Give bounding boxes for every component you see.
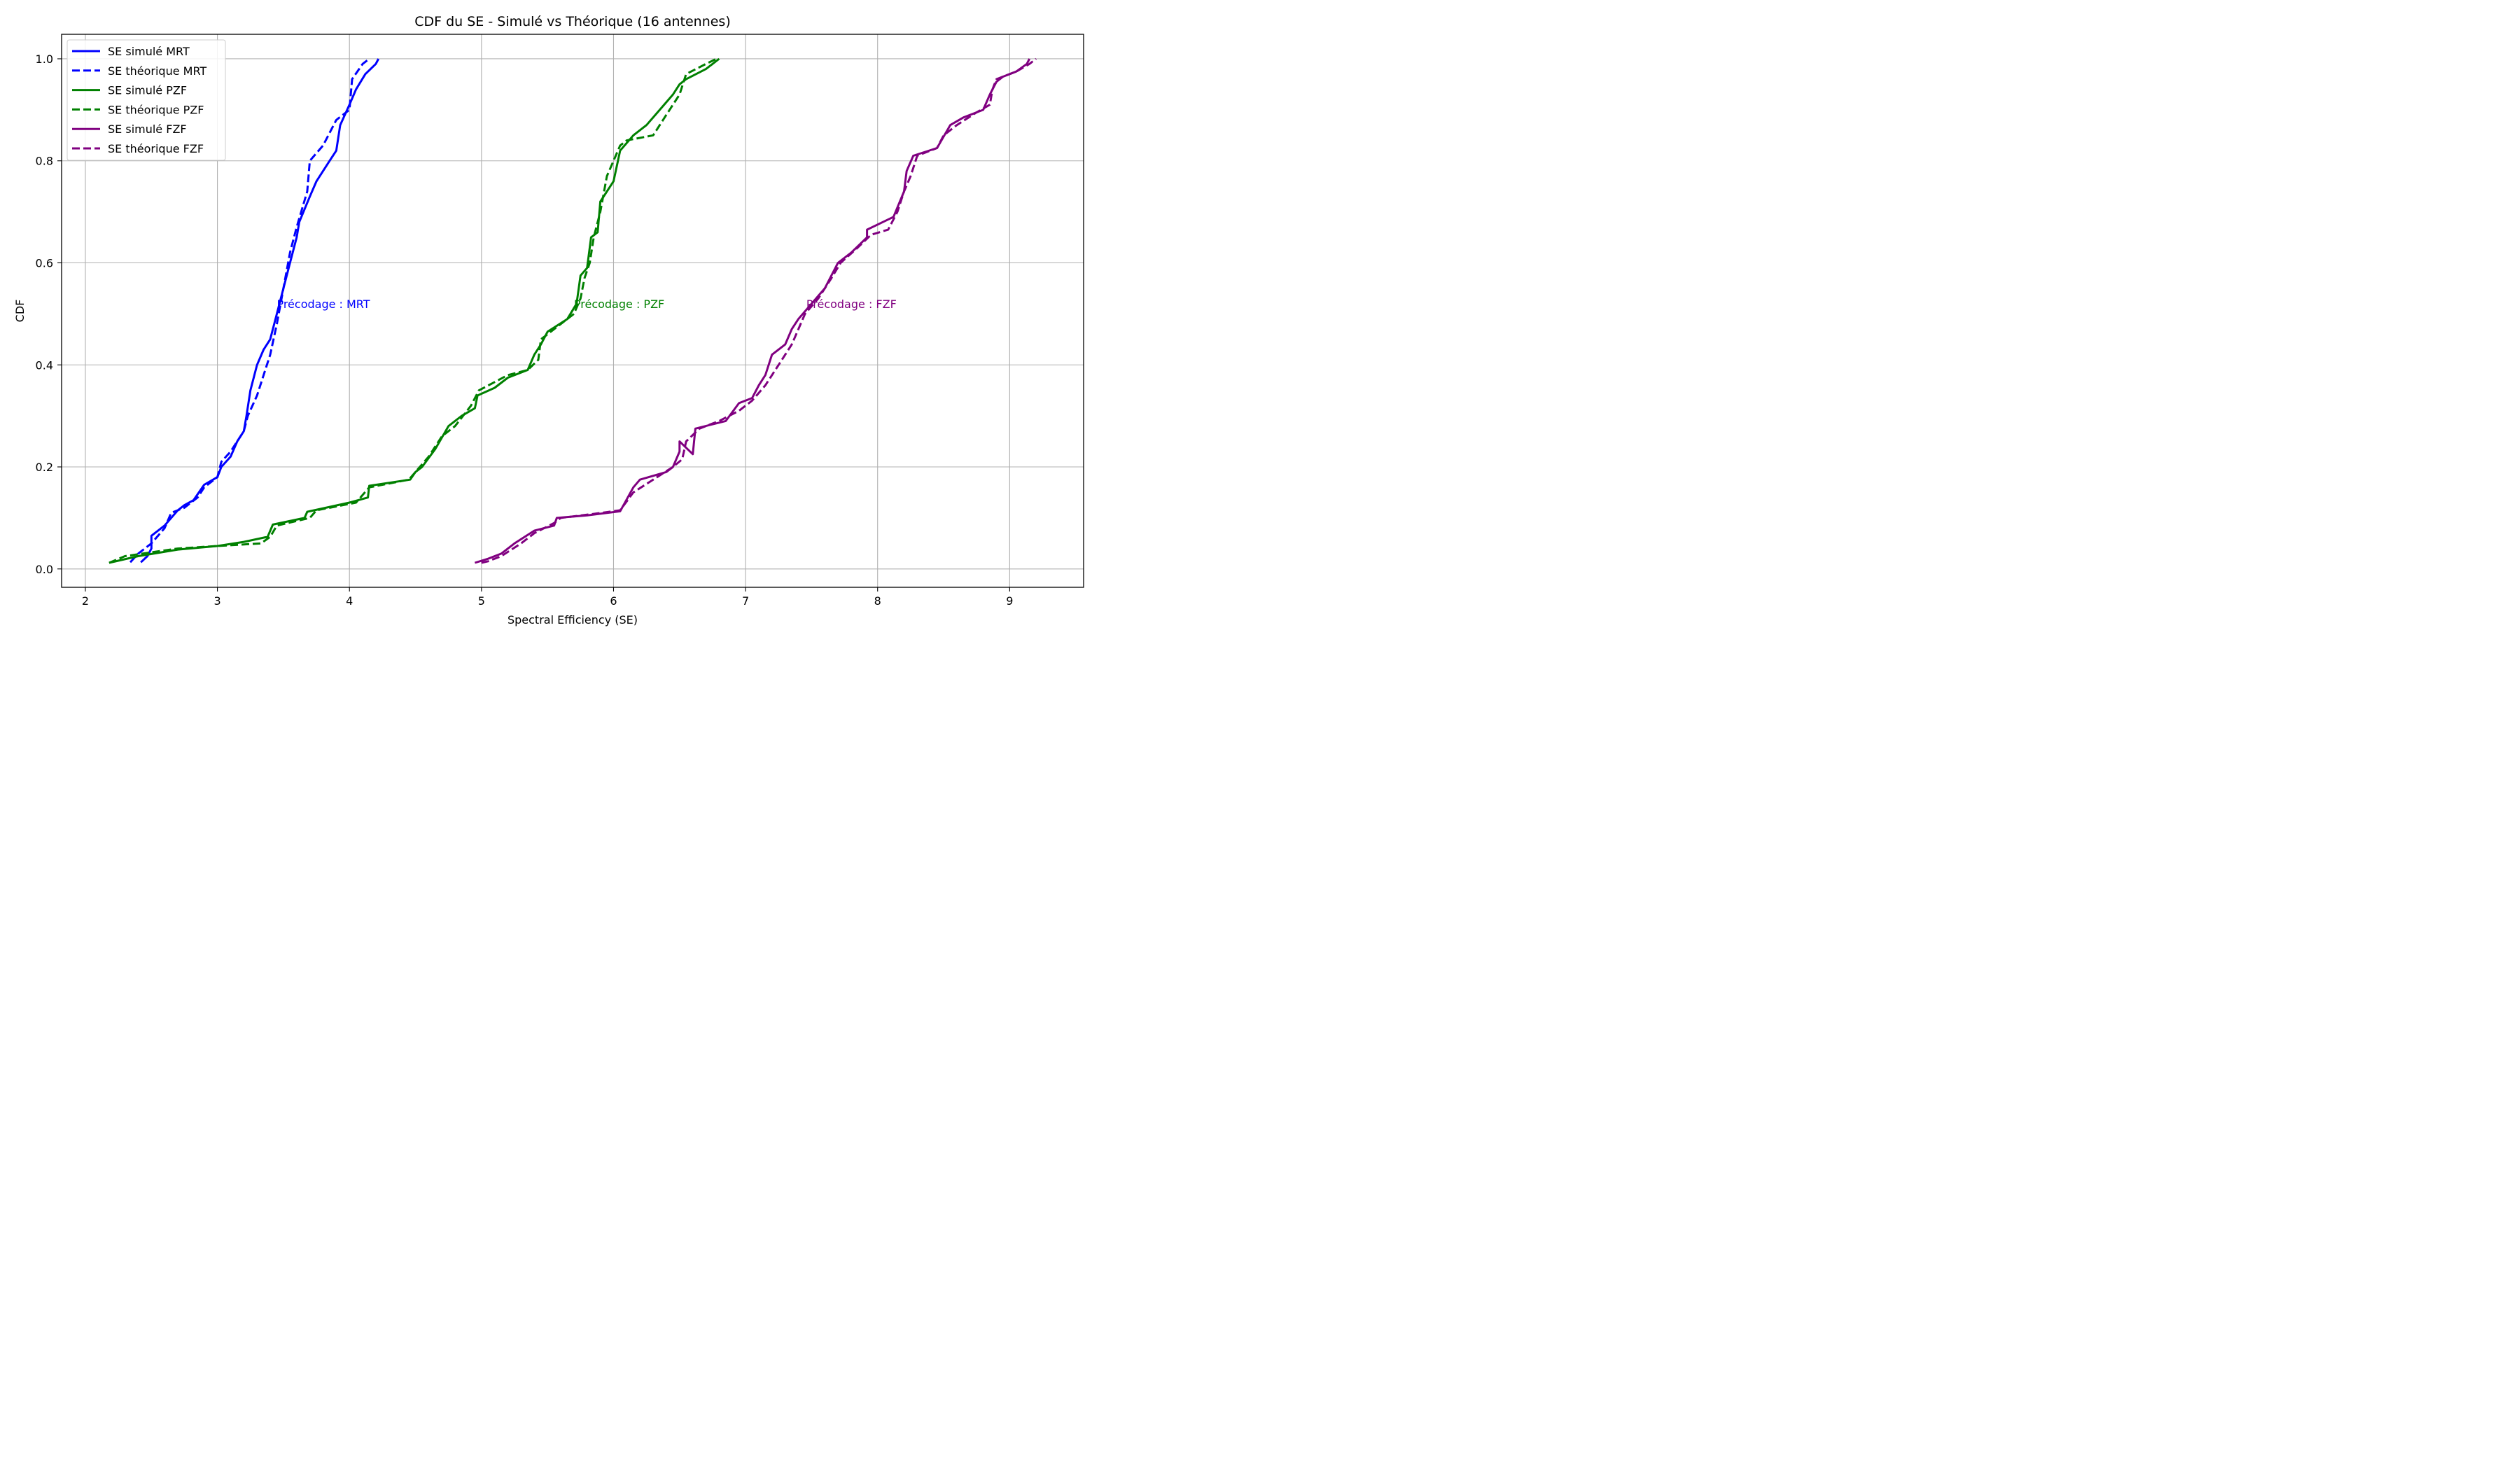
- chart-title: CDF du SE - Simulé vs Théorique (16 ante…: [414, 14, 731, 29]
- series-layer: [108, 57, 1037, 564]
- precoding-annotation: Précodage : PZF: [574, 298, 664, 311]
- legend-label: SE simulé PZF: [108, 84, 187, 97]
- annotations: Précodage : MRT Précodage : PZF Précodage …: [276, 298, 896, 311]
- y-tick-label: 0.2: [36, 461, 53, 474]
- legend-label: SE théorique FZF: [108, 142, 204, 155]
- x-tick-label: 3: [214, 594, 220, 608]
- precoding-annotation: Précodage : MRT: [276, 298, 370, 311]
- y-tick-label: 0.4: [36, 358, 53, 372]
- y-tick-label: 0.6: [36, 256, 53, 270]
- x-tick-label: 6: [610, 594, 617, 608]
- legend-label: SE simulé FZF: [108, 122, 187, 136]
- plot-area: [61, 34, 1084, 588]
- legend-label: SE simulé MRT: [108, 45, 190, 58]
- legend-box: [66, 39, 226, 161]
- x-tick-label: 7: [742, 594, 749, 608]
- x-tick-label: 9: [1006, 594, 1013, 608]
- legend-label: SE théorique MRT: [108, 64, 206, 78]
- x-tick-label: 8: [874, 594, 881, 608]
- legend-label: SE théorique PZF: [108, 103, 204, 116]
- cdf-chart: CDF du SE - Simulé vs Théorique (16 ante…: [0, 0, 1098, 640]
- precoding-annotation: Précodage : FZF: [806, 298, 897, 311]
- series-line-se-simul-mrt: [140, 58, 380, 564]
- y-tick-label: 1.0: [36, 52, 53, 66]
- y-tick-label: 0.0: [36, 563, 53, 576]
- series-line-se-th-orique-pzf: [108, 57, 718, 564]
- y-axis-title: CDF: [13, 300, 27, 323]
- legend: SE simulé MRT SE théorique MRT SE simulé P…: [66, 39, 226, 161]
- axis-ticks: 2 3 4 5 6 7 8 9 0.0 0.2 0.4 0.6 0.8 1.0: [36, 52, 1014, 608]
- series-line-se-th-orique-fzf: [481, 57, 1037, 564]
- grid: [62, 34, 1084, 587]
- x-axis-title: Spectral Efficiency (SE): [507, 613, 638, 626]
- x-tick-label: 4: [346, 594, 353, 608]
- y-tick-label: 0.8: [36, 155, 53, 168]
- series-line-se-simul-pzf: [108, 57, 720, 564]
- x-tick-label: 2: [82, 594, 89, 608]
- series-line-se-th-orique-mrt: [129, 57, 370, 564]
- x-tick-label: 5: [478, 594, 485, 608]
